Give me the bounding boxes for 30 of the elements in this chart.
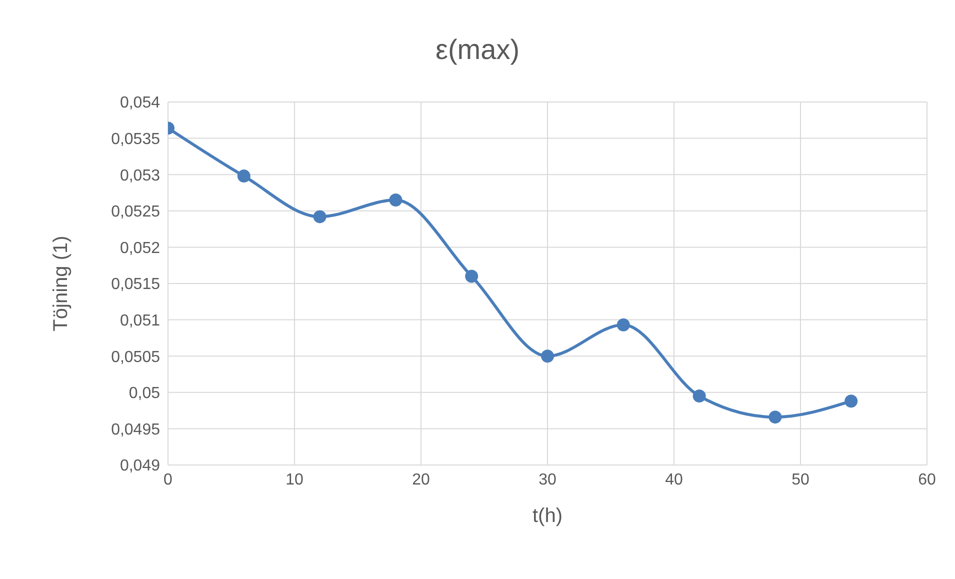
x-axis-title: t(h) bbox=[532, 505, 562, 527]
point bbox=[313, 210, 326, 224]
point bbox=[541, 350, 554, 363]
x-tick-label: 60 bbox=[918, 471, 936, 488]
point bbox=[844, 394, 858, 408]
point bbox=[692, 390, 706, 403]
y-tick-label: 0,054 bbox=[120, 94, 160, 112]
point bbox=[616, 318, 630, 332]
y-tick-label: 0,049 bbox=[120, 458, 160, 475]
x-tick-label: 40 bbox=[665, 471, 683, 488]
x-tick-label: 20 bbox=[412, 471, 430, 488]
y-tick-label: 0,052 bbox=[120, 240, 160, 257]
x-tick-label: 30 bbox=[538, 471, 556, 488]
point bbox=[465, 270, 478, 283]
x-tick-label: 10 bbox=[286, 471, 304, 488]
y-tick-label: 0,0515 bbox=[111, 276, 160, 294]
y-tick-label: 0,051 bbox=[120, 312, 160, 330]
y-tick-label: 0,0505 bbox=[111, 348, 160, 366]
x-tick-label: 50 bbox=[792, 471, 810, 488]
y-tick-label: 0,053 bbox=[120, 167, 160, 184]
y-axis-title: Töjning (1) bbox=[50, 236, 72, 332]
y-tick-label: 0,0495 bbox=[111, 421, 160, 438]
y-tick-label: 0,05 bbox=[128, 385, 160, 402]
point bbox=[768, 410, 782, 424]
point bbox=[389, 194, 402, 207]
point bbox=[237, 170, 250, 183]
y-tick-label: 0,0525 bbox=[111, 204, 160, 221]
chart-title: ε(max) bbox=[434, 34, 521, 66]
x-tick-label: 0 bbox=[164, 471, 173, 488]
y-tick-label: 0,0535 bbox=[111, 130, 160, 148]
